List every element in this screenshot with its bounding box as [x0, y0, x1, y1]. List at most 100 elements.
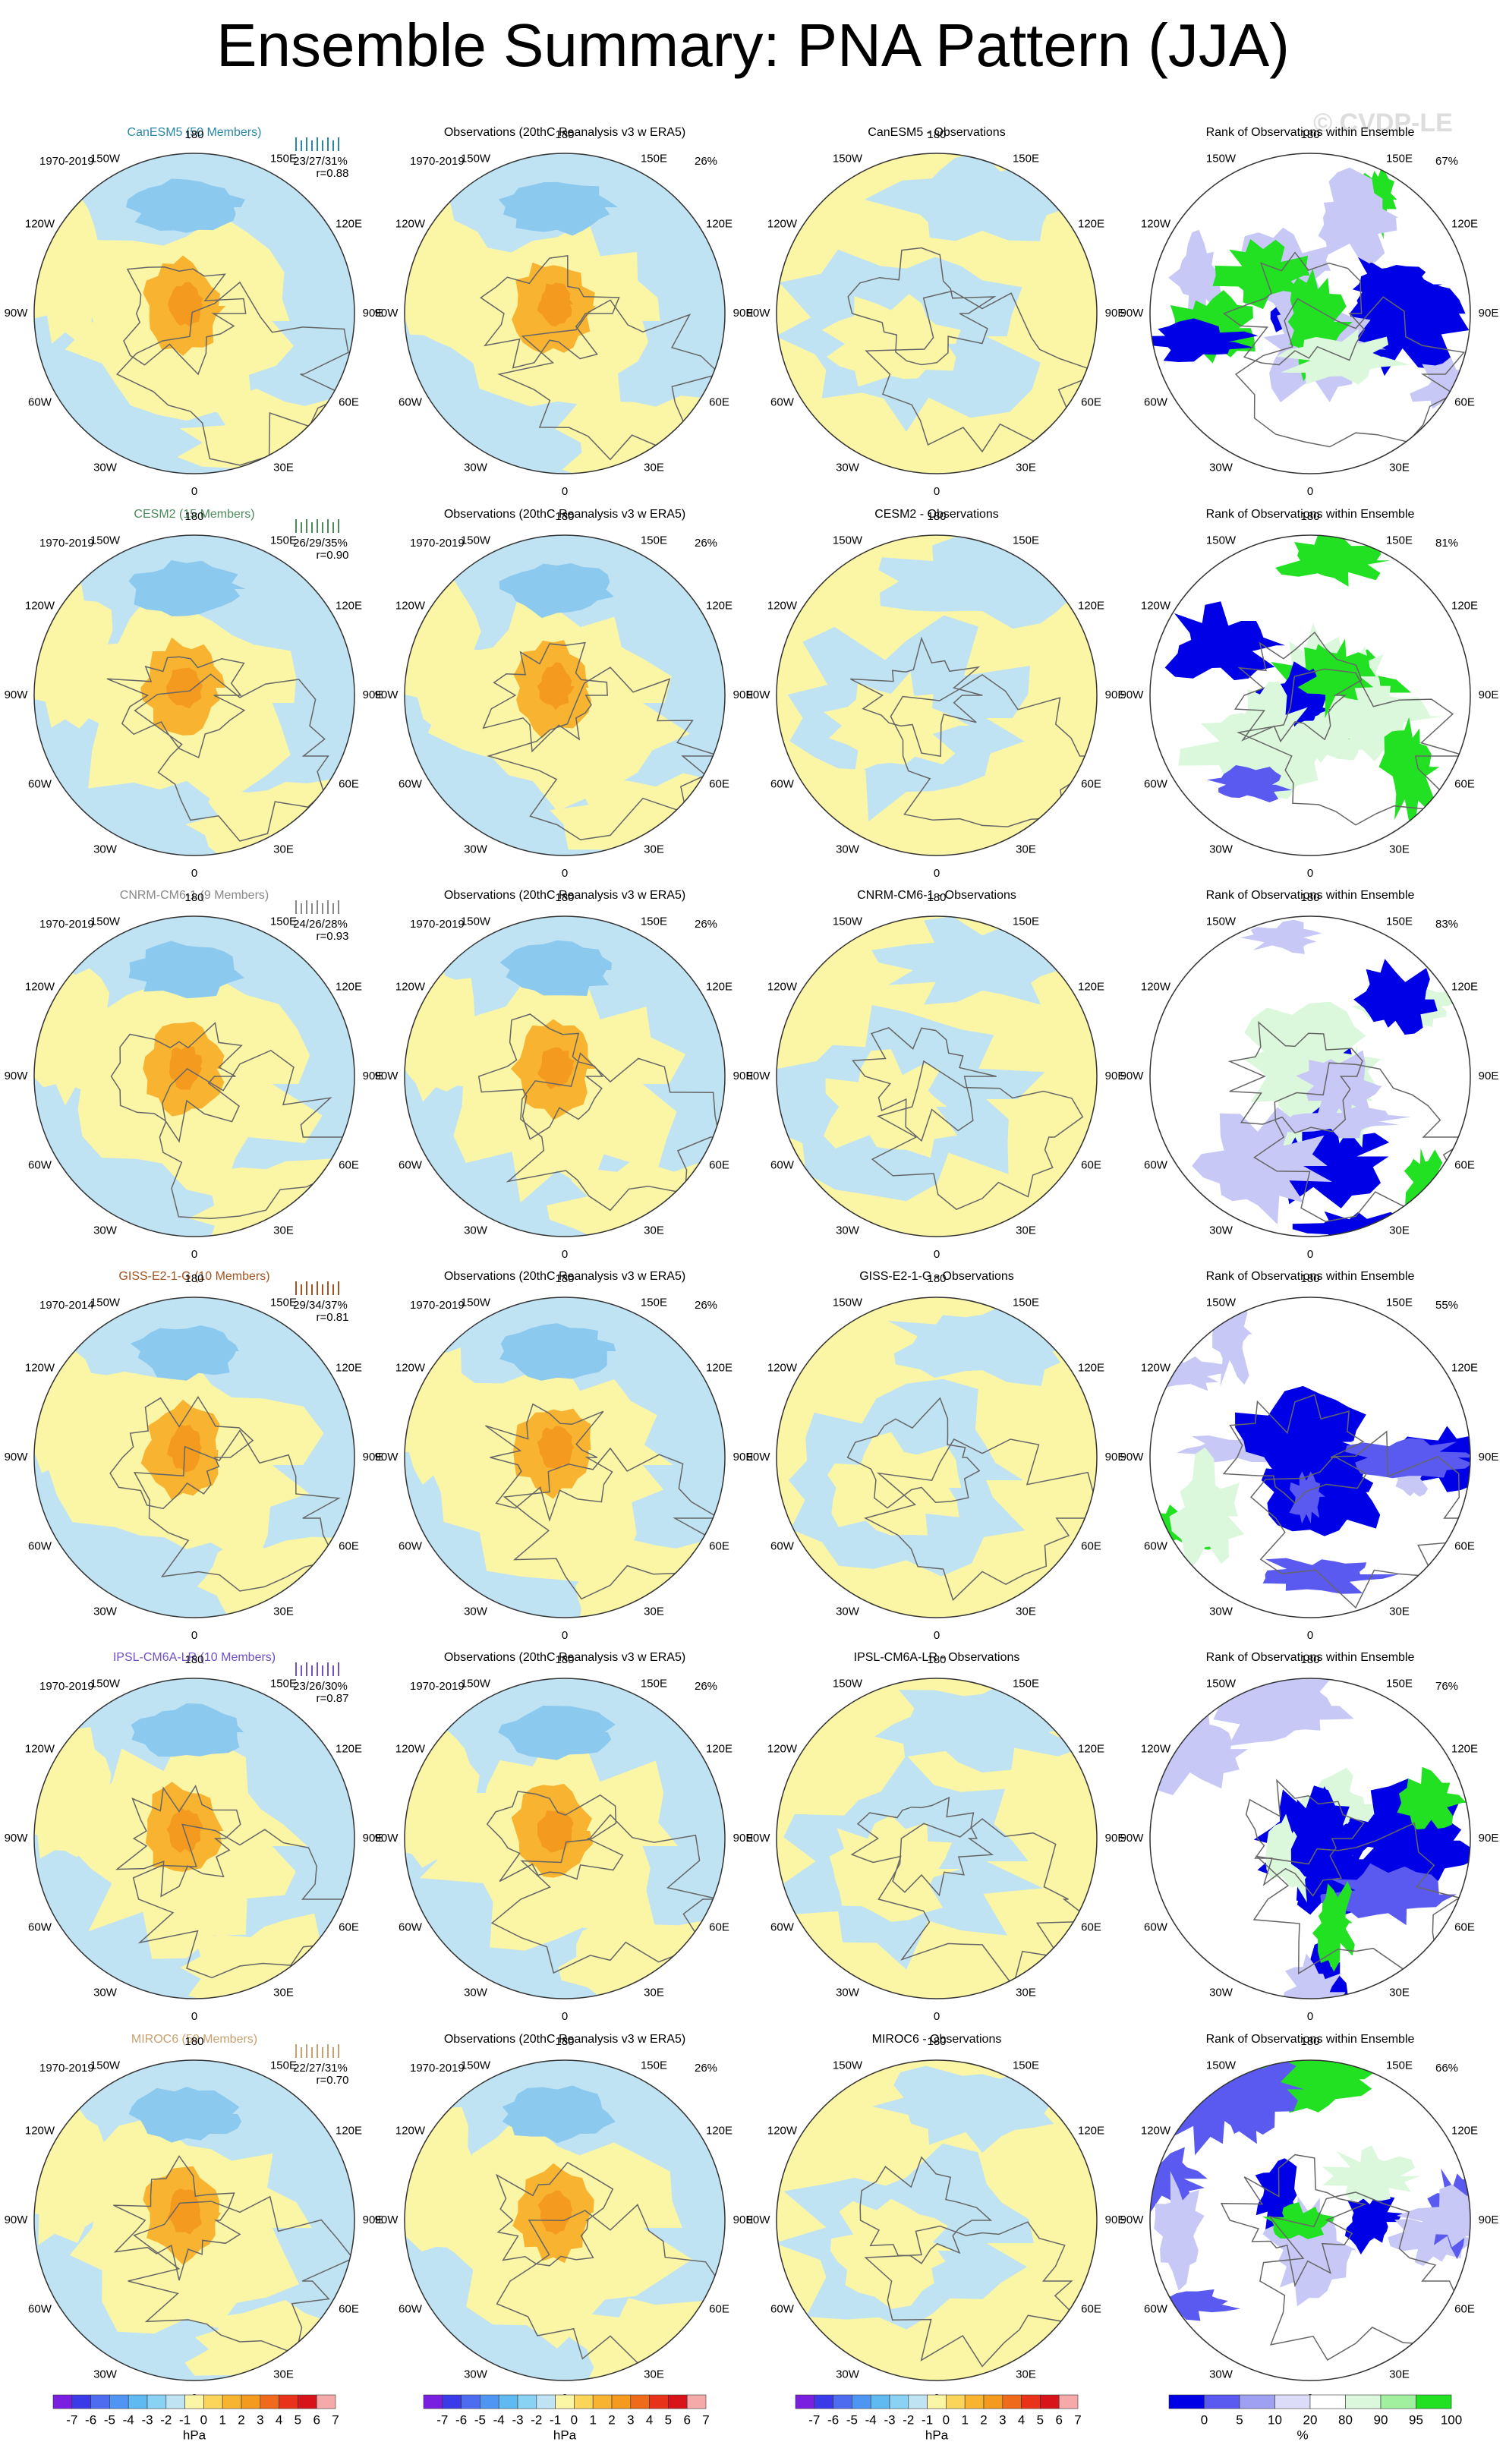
colorbar-tick: -6 — [827, 2412, 839, 2427]
colorbar-cell — [165, 2394, 185, 2409]
obs-title: Observations (20thC Reanalysis v3 w ERA5… — [444, 2033, 685, 2046]
field-high-core — [167, 2188, 202, 2235]
lon-label: 90W — [5, 688, 29, 701]
lon-label: 120E — [1078, 599, 1104, 612]
lon-label: 150W — [461, 1677, 491, 1690]
colorbar-cell — [71, 2394, 91, 2409]
map-border — [1149, 534, 1471, 856]
map-border — [33, 153, 355, 474]
diff-title: CNRM-CM6-1 - Observations — [857, 889, 1016, 902]
coastline — [850, 636, 983, 758]
lon-label: 30W — [836, 1605, 860, 1618]
rank-patch — [1150, 2147, 1208, 2213]
lon-label: 120W — [395, 1742, 426, 1755]
map-border — [33, 1297, 355, 1618]
diff-positive — [824, 671, 970, 774]
field-high-core — [168, 282, 203, 327]
rank-patch — [1277, 1106, 1411, 1139]
lon-label: 150E — [270, 1677, 297, 1690]
obs-period: 1970-2019 — [410, 1299, 465, 1312]
diff-positive — [827, 1432, 962, 1536]
map-field — [1150, 153, 1470, 474]
lon-label: 0 — [934, 485, 940, 498]
coastline — [1222, 1394, 1367, 1505]
obs-title: Observations (20thC Reanalysis v3 w ERA5… — [444, 1270, 685, 1283]
lon-label: 30W — [464, 1986, 488, 1999]
lon-label: 90E — [733, 688, 754, 701]
lon-label: 120E — [1078, 2124, 1104, 2137]
map-field — [1150, 2060, 1470, 2381]
colorbar-tick: -7 — [808, 2412, 820, 2427]
lon-label: 150E — [1386, 2059, 1413, 2072]
lon-label: 30W — [836, 1224, 860, 1237]
lon-label: 30E — [1016, 1605, 1036, 1618]
map-border — [33, 534, 355, 856]
map-field — [777, 535, 1097, 855]
obs-title: Observations (20thC Reanalysis v3 w ERA5… — [444, 1651, 685, 1664]
colorbar-tick: -1 — [922, 2412, 933, 2427]
colorbar-tick: 0 — [571, 2412, 578, 2427]
lon-label: 90W — [747, 1451, 771, 1464]
lon-label: 150E — [1013, 152, 1039, 165]
diff-title: MIROC6 - Observations — [872, 2033, 1002, 2046]
lon-label: 30E — [1389, 1224, 1410, 1237]
lon-label: 120W — [25, 2124, 55, 2137]
lon-label: 30E — [1389, 843, 1410, 855]
map-field — [34, 535, 354, 855]
lon-label: 0 — [1307, 867, 1313, 880]
lon-label: 150E — [270, 915, 297, 928]
rank-patch — [1154, 2171, 1205, 2291]
lon-label: 30E — [644, 2368, 664, 2381]
colorbar-cell — [889, 2394, 909, 2409]
diff-positive — [821, 294, 961, 387]
colorbar-cell — [592, 2394, 613, 2409]
lon-label: 150W — [833, 534, 863, 547]
map-border — [1149, 915, 1471, 1237]
lon-label: 120W — [767, 599, 798, 612]
lon-label: 30E — [1016, 461, 1036, 474]
rank-patch — [1192, 1107, 1332, 1224]
lon-label: 120W — [25, 1742, 55, 1755]
field-band — [550, 773, 725, 855]
lon-label: 90E — [1479, 307, 1499, 320]
lon-label: 120E — [1451, 1361, 1478, 1374]
lon-label: 60E — [1081, 1539, 1101, 1552]
lon-label: 30W — [93, 2368, 118, 2381]
colorbar-cell — [1040, 2394, 1060, 2409]
lon-label: 120E — [706, 980, 733, 993]
colorbar-cell — [833, 2394, 852, 2409]
map-border — [404, 2059, 726, 2381]
lon-label: 120W — [1141, 217, 1171, 230]
lon-label: 0 — [1307, 1248, 1313, 1261]
lon-label: 60E — [1081, 395, 1101, 408]
map-field — [405, 535, 725, 855]
lon-label: 150W — [833, 152, 863, 165]
correlation: r=0.70 — [317, 2074, 349, 2087]
coastline — [490, 1813, 720, 1974]
rank-patch — [1169, 1447, 1245, 1573]
lon-label: 60W — [28, 1920, 52, 1933]
obs-pct: 26% — [695, 537, 717, 550]
lon-label: 30W — [93, 1605, 118, 1618]
rank-title: Rank of Observations within Ensemble — [1206, 508, 1415, 521]
lon-label: 30W — [1209, 1986, 1233, 1999]
lon-label: 90W — [747, 1832, 771, 1845]
lon-label: 60E — [709, 1158, 729, 1171]
lon-label: 30E — [1389, 1605, 1410, 1618]
lon-label: 180 — [555, 2035, 574, 2048]
lon-label: 60W — [770, 2302, 795, 2315]
lon-label: 180 — [927, 128, 946, 141]
lon-label: 30E — [1389, 2368, 1410, 2381]
lon-label: 60E — [709, 777, 729, 790]
colorbar-tick: 3 — [627, 2412, 634, 2427]
colorbar-cell — [668, 2394, 688, 2409]
lon-label: 90E — [363, 688, 383, 701]
period: 1970-2014 — [39, 1299, 94, 1312]
obs-period: 1970-2019 — [410, 2062, 465, 2075]
lon-label: 120E — [336, 2124, 362, 2137]
rank-patch — [1296, 1050, 1382, 1129]
colorbar-cell — [611, 2394, 632, 2409]
lon-label: 30E — [644, 843, 664, 855]
